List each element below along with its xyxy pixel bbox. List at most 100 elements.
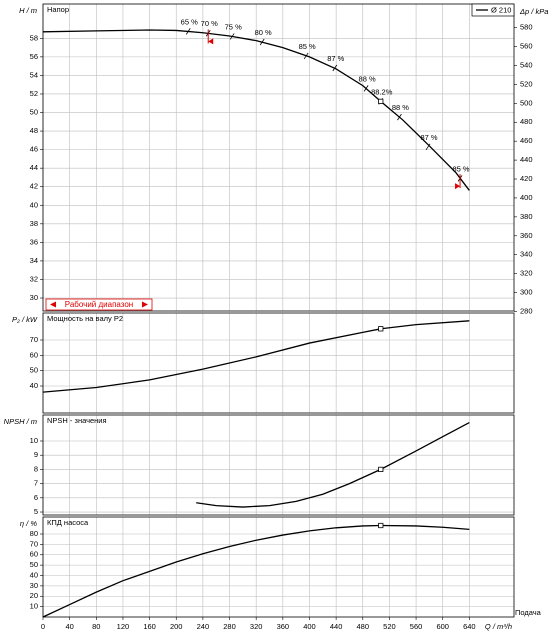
x-tick-label: 520 [383, 622, 396, 631]
efficiency-tick [259, 38, 265, 46]
y-tick-label: 10 [30, 436, 38, 445]
plot-frame [42, 3, 515, 312]
panel: 5 6 7 8 9 10 NPSH / m NPSH - значения [4, 414, 515, 516]
operating-point [378, 466, 384, 473]
y-tick-label: 48 [30, 126, 38, 135]
y-tick-label: 56 [30, 52, 38, 61]
y2-tick-label: 440 [520, 155, 533, 164]
efficiency-label: 87 % [327, 54, 344, 63]
y-axis-label: η / % [20, 519, 37, 528]
y2-tick-label: 460 [520, 136, 533, 145]
operating-point [378, 326, 384, 332]
x-tick-label: 0 [41, 622, 45, 631]
y-axis-label: NPSH / m [4, 417, 37, 426]
y2-tick-label: 580 [520, 23, 533, 32]
y-tick-label: 70 [30, 335, 38, 344]
y2-tick-label: 340 [520, 250, 533, 259]
x-tick-label: 120 [117, 622, 130, 631]
y2-tick-label: 360 [520, 231, 533, 240]
y2-axis-label: Δp / kPa [519, 7, 548, 16]
plot-frame [42, 516, 515, 618]
operating-point [378, 98, 384, 104]
y-tick-label: 30 [30, 581, 38, 590]
efficiency-label: 85 % [452, 164, 469, 173]
range-frame [45, 298, 153, 311]
working-range-arrow [208, 38, 214, 45]
panel: 30 32 34 36 38 40 42 44 46 48 50 52 54 56 58 280 300 320 3… [19, 3, 548, 315]
y-tick-label: 60 [30, 550, 38, 559]
efficiency-label: 75 % [225, 22, 242, 31]
y2-tick-label: 320 [520, 269, 533, 278]
y-tick-label: 44 [30, 163, 38, 172]
y-tick-label: 6 [34, 493, 38, 502]
efficiency-label: 88 % [392, 103, 409, 112]
x-tick-label: 360 [277, 622, 290, 631]
range-label: Рабочий диапазон [65, 300, 133, 309]
y2-tick-label: 540 [520, 60, 533, 69]
curve [42, 320, 470, 393]
efficiency-tick [185, 28, 191, 35]
y-tick-label: 50 [30, 108, 38, 117]
y-tick-label: 7 [34, 479, 38, 488]
y-tick-label: 40 [30, 381, 38, 390]
x-tick-label: 560 [410, 622, 423, 631]
y-tick-label: 60 [30, 350, 38, 359]
working-range-box: Рабочий диапазон [45, 298, 153, 311]
plot-background [43, 4, 514, 311]
y-tick-label: 70 [30, 539, 38, 548]
range-arrow-right [142, 301, 148, 308]
x-tick-label: 40 [65, 622, 73, 631]
y2-tick-label: 400 [520, 193, 533, 202]
plot-layer: 3032343638404244464850525456582803003203… [4, 3, 548, 631]
plot-background [43, 517, 514, 617]
panel-title: NPSH - значения [47, 416, 107, 425]
y2-tick-label: 380 [520, 212, 533, 221]
y-tick-label: 34 [30, 256, 38, 265]
plot-frame [42, 312, 515, 414]
efficiency-label: 65 % [181, 17, 198, 26]
y2-tick-label: 480 [520, 117, 533, 126]
x-tick-label: 160 [143, 622, 156, 631]
y-tick-label: 58 [30, 33, 38, 42]
y-tick-label: 10 [30, 602, 38, 611]
x-tick-label: 480 [357, 622, 370, 631]
efficiency-tick [397, 113, 402, 121]
operating-point [378, 522, 384, 529]
y-axis-label: H / m [19, 6, 37, 15]
y-tick-label: 52 [30, 89, 38, 98]
x-tick-label: 640 [463, 622, 476, 631]
y-tick-label: 5 [34, 507, 38, 516]
x-tick-label: 80 [92, 622, 100, 631]
curve [196, 421, 470, 508]
working-range-arrow [455, 183, 461, 190]
y-tick-label: 32 [30, 274, 38, 283]
range-arrow-left [50, 301, 56, 308]
y-tick-label: 9 [34, 450, 38, 459]
efficiency-label: 87 % [421, 133, 438, 142]
y2-tick-label: 420 [520, 174, 533, 183]
y-tick-label: 38 [30, 219, 38, 228]
x-tick-label: 200 [170, 622, 183, 631]
y2-tick-label: 560 [520, 42, 533, 51]
y-tick-label: 50 [30, 560, 38, 569]
x-tick-label: 320 [250, 622, 263, 631]
efficiency-label: 88 % [359, 74, 376, 83]
curve [42, 29, 470, 191]
panel-title: Напор [47, 5, 69, 14]
legend-label: Ø 210 [491, 5, 511, 14]
y2-tick-label: 520 [520, 79, 533, 88]
panel: 40 50 60 70 P₂ / kW Мощность на валу P2 [12, 312, 515, 414]
y-tick-label: 42 [30, 182, 38, 191]
x-tick-label: 280 [223, 622, 236, 631]
efficiency-tick [363, 85, 369, 92]
efficiency-tick [303, 52, 309, 60]
y-tick-label: 80 [30, 529, 38, 538]
y-tick-label: 50 [30, 366, 38, 375]
y-tick-label: 36 [30, 237, 38, 246]
legend: Ø 210 [471, 3, 515, 17]
x-tick-label: 240 [197, 622, 210, 631]
plot-frame [42, 414, 515, 516]
